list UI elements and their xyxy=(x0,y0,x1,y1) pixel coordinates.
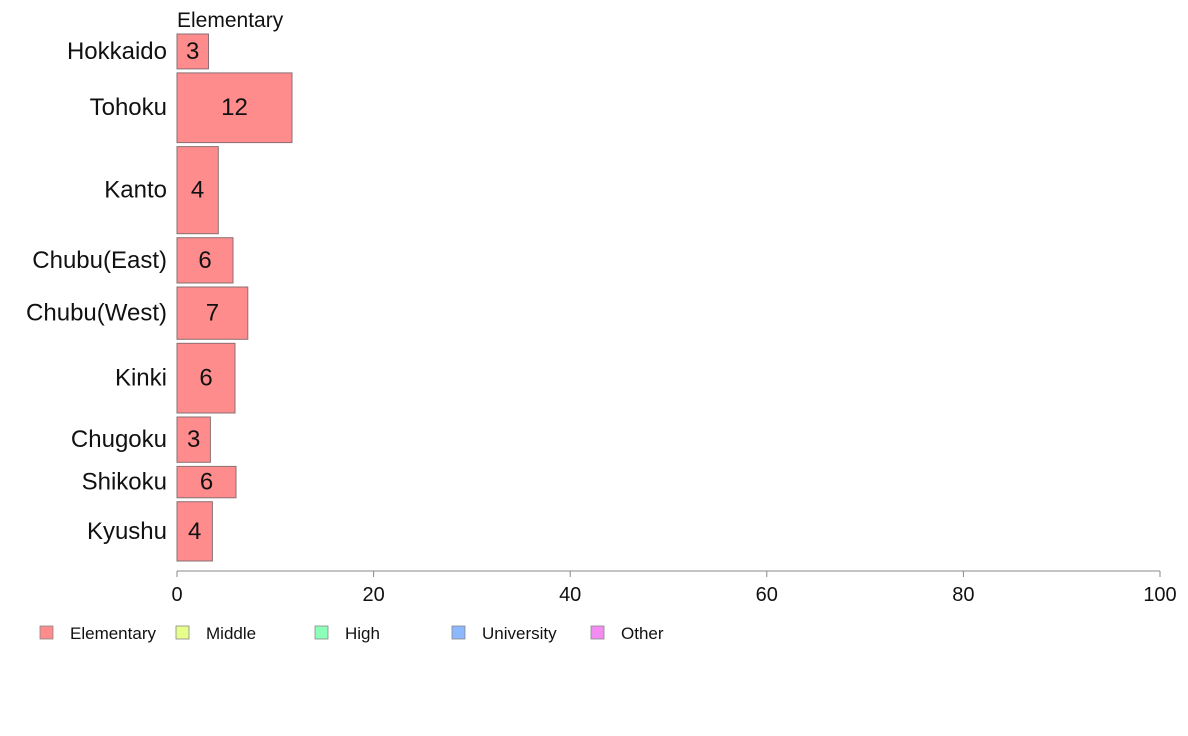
facet-title: Elementary xyxy=(177,9,284,32)
legend: Elementary Middle High University Other xyxy=(39,624,664,643)
bar-chubu-west- xyxy=(176,286,249,340)
legend-label: Middle xyxy=(206,624,256,643)
x-tick-label: 40 xyxy=(559,584,581,606)
bar-value-label: 3 xyxy=(186,38,199,65)
category-label: Kinki xyxy=(115,365,167,392)
legend-swatch xyxy=(175,625,190,640)
x-tick-label: 100 xyxy=(1143,584,1176,606)
bar-chugoku xyxy=(176,416,211,463)
category-label: Hokkaido xyxy=(67,38,167,65)
category-labels: Hokkaido Tohoku Kanto Chubu(East) Chubu(West… xyxy=(26,38,167,545)
legend-label: Elementary xyxy=(70,624,156,643)
bar-value-label: 7 xyxy=(206,300,219,327)
bar-value-label: 6 xyxy=(200,469,213,496)
legend-label: Other xyxy=(621,624,664,643)
x-tick-label: 0 xyxy=(171,584,182,606)
legend-swatch xyxy=(451,625,466,640)
legend-label: University xyxy=(482,624,557,643)
bar-value-label: 6 xyxy=(198,247,211,274)
legend-swatch xyxy=(590,625,605,640)
x-tick-label: 80 xyxy=(952,584,974,606)
bar-value-label: 6 xyxy=(199,365,212,392)
category-label: Shikoku xyxy=(82,469,167,496)
bar-value-label: 4 xyxy=(191,177,204,204)
x-axis: 0 20 40 60 80 100 xyxy=(171,570,1177,606)
bar-chubu-east- xyxy=(176,237,234,284)
legend-swatch xyxy=(39,625,54,640)
bar-kanto xyxy=(176,146,219,235)
bar-hokkaido xyxy=(176,33,209,70)
category-label: Kyushu xyxy=(87,518,167,545)
category-label: Kanto xyxy=(104,177,167,204)
category-label: Chubu(East) xyxy=(32,247,167,274)
category-label: Tohoku xyxy=(90,94,167,121)
category-label: Chubu(West) xyxy=(26,300,167,327)
bar-value-label: 12 xyxy=(221,94,248,121)
x-tick-label: 20 xyxy=(362,584,384,606)
bar-value-label: 3 xyxy=(187,426,200,453)
bar-kyushu xyxy=(176,501,213,562)
bar-shikoku xyxy=(176,465,237,499)
bar-value-label: 4 xyxy=(188,518,201,545)
bar-kinki xyxy=(176,342,236,414)
category-label: Chugoku xyxy=(71,426,167,453)
legend-swatch xyxy=(314,625,329,640)
legend-label: High xyxy=(345,624,380,643)
x-tick-label: 60 xyxy=(756,584,778,606)
bar-tohoku xyxy=(176,72,293,144)
